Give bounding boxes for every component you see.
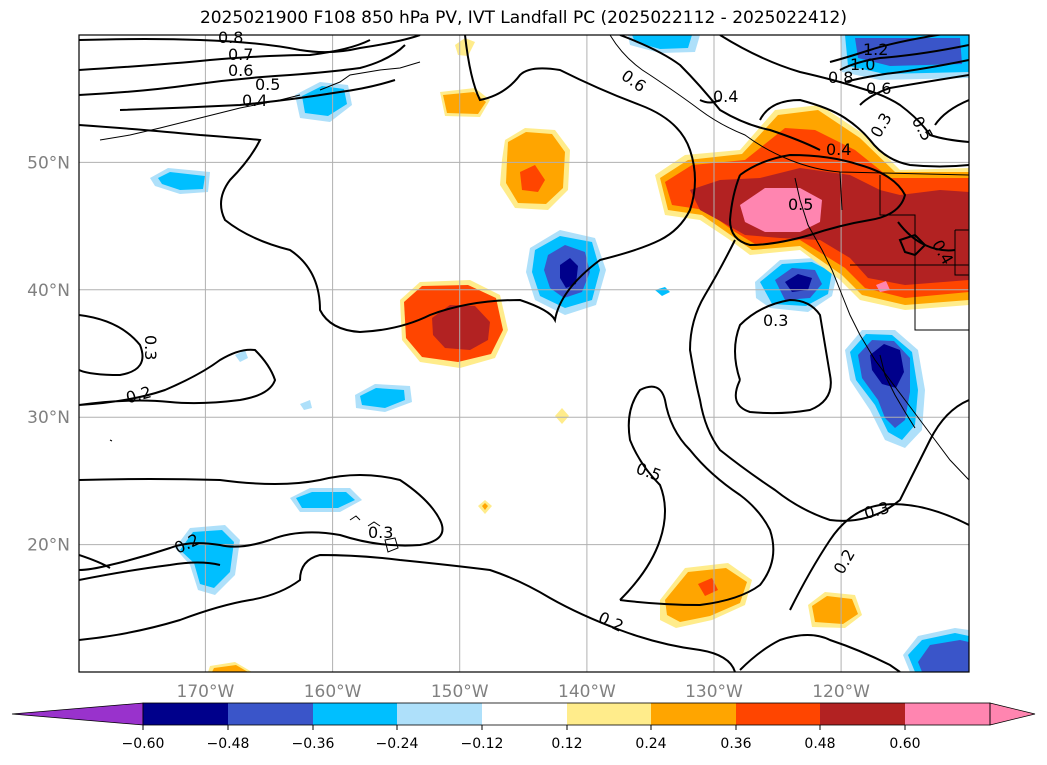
contour-label: 0.2 (124, 382, 154, 407)
lon-tick: 140°W (558, 682, 616, 702)
fill-blob-pnw-positive (655, 105, 969, 310)
fill-blob-calif-negative (755, 258, 838, 312)
fill-blob-se-negative (903, 628, 969, 672)
fill-blob-top-positive (440, 38, 490, 117)
colorbar-swatch (905, 703, 990, 725)
colorbar-swatch (228, 703, 313, 725)
colorbar-tick-label: 0.36 (720, 736, 751, 752)
contour-label: 0.4 (826, 140, 851, 159)
contour-label: 0.4 (713, 87, 738, 106)
colorbar-swatch (143, 703, 228, 725)
contour-label: 0.3 (141, 335, 160, 360)
colorbar-swatch (397, 703, 482, 725)
colorbar-tick-label: −0.24 (376, 736, 419, 752)
colorbar-tick-label: −0.48 (207, 736, 250, 752)
colorbar-swatch (820, 703, 905, 725)
colorbar-tick-label: 0.60 (889, 736, 920, 752)
colorbar-tick-label: −0.60 (122, 736, 165, 752)
colorbar-swatch (651, 703, 736, 725)
contour-label: 0.5 (634, 459, 664, 486)
fill-blob-sub-negative (235, 287, 670, 410)
contour-label: 0.5 (255, 75, 280, 94)
fill-blob-central-positive (400, 280, 508, 368)
colorbar: −0.60 −0.48 −0.36 −0.24 −0.12 0.12 0.24 … (11, 702, 1036, 752)
contour-label: 0.6 (228, 61, 253, 80)
contour-label: 0.3 (862, 498, 892, 523)
lat-tick: 20°N (27, 536, 70, 556)
fill-blob-gulf-negative (526, 230, 606, 315)
lon-tick: 130°W (685, 682, 743, 702)
contour-label: 0.4 (242, 91, 267, 110)
ivt-contours (79, 35, 969, 672)
fill-blob-west-negative (150, 168, 210, 194)
contour-label: 0.8 (828, 68, 853, 87)
contour-label: 1.0 (850, 55, 875, 74)
colorbar-extend-low (11, 702, 144, 726)
lat-tick: 30°N (27, 408, 70, 428)
lon-tick: 120°W (812, 682, 870, 702)
lat-tick: 40°N (27, 281, 70, 301)
map-frame (78, 34, 970, 673)
fill-blob-small-positive (478, 408, 569, 514)
fill-blob-south-positive (208, 563, 862, 672)
lat-tick: 50°N (27, 153, 70, 173)
colorbar-tick-label: −0.12 (461, 736, 504, 752)
fill-blob-ne-negative (840, 35, 969, 80)
lon-tick: 170°W (177, 682, 235, 702)
contour-label: 0.3 (368, 523, 393, 542)
colorbar-swatch (482, 703, 567, 725)
pv-fill-layer (150, 35, 969, 672)
contour-label: 0.8 (218, 28, 243, 47)
fill-blob-top-negative (628, 35, 700, 53)
fill-blob-baja-negative (845, 330, 925, 448)
contour-label: 0.7 (228, 45, 253, 64)
fill-blob-north-positive (500, 128, 570, 210)
colorbar-swatch (313, 703, 397, 725)
lon-tick: 160°W (304, 682, 362, 702)
colorbar-swatch (567, 703, 651, 725)
contour-label: 1.2 (863, 40, 888, 59)
contour-label: 0.3 (866, 109, 895, 141)
contour-label: 0.3 (763, 311, 788, 330)
map-title: 2025021900 F108 850 hPa PV, IVT Landfall… (199, 8, 847, 28)
contour-label: 0.6 (618, 66, 650, 96)
colorbar-tick-label: 0.12 (551, 736, 582, 752)
colorbar-tick-label: 0.24 (635, 736, 666, 752)
lon-tick-labels: 170°W 160°W 150°W 140°W 130°W 120°W (177, 682, 871, 702)
colorbar-swatch (736, 703, 820, 725)
fill-blob-aleutian-negative (295, 82, 352, 122)
contour-label: 0.5 (908, 113, 937, 145)
contour-label: 0.6 (866, 79, 891, 98)
contour-label: 0.5 (788, 195, 813, 214)
colorbar-tick-label: −0.36 (292, 736, 335, 752)
colorbar-extend-high (989, 702, 1036, 726)
lat-tick-labels: 50°N 40°N 30°N 20°N (27, 153, 70, 555)
fill-blob-hawaii-negative (290, 384, 412, 512)
contour-label: 0.2 (830, 546, 859, 578)
colorbar-tick-label: 0.48 (804, 736, 835, 752)
lon-tick: 150°W (431, 682, 489, 702)
